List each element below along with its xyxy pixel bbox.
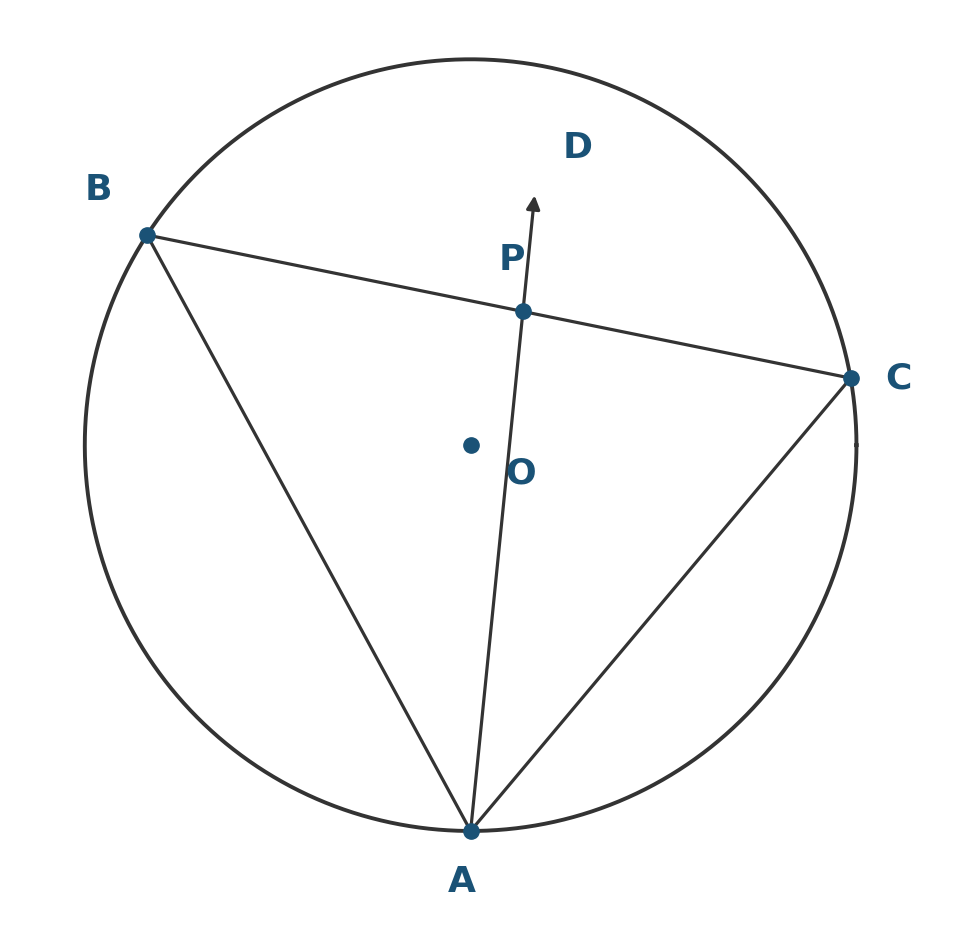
Text: A: A xyxy=(447,866,475,899)
Text: D: D xyxy=(562,131,592,165)
Text: O: O xyxy=(504,457,535,490)
Text: C: C xyxy=(884,362,911,395)
Text: B: B xyxy=(85,173,112,208)
Text: P: P xyxy=(497,243,525,277)
